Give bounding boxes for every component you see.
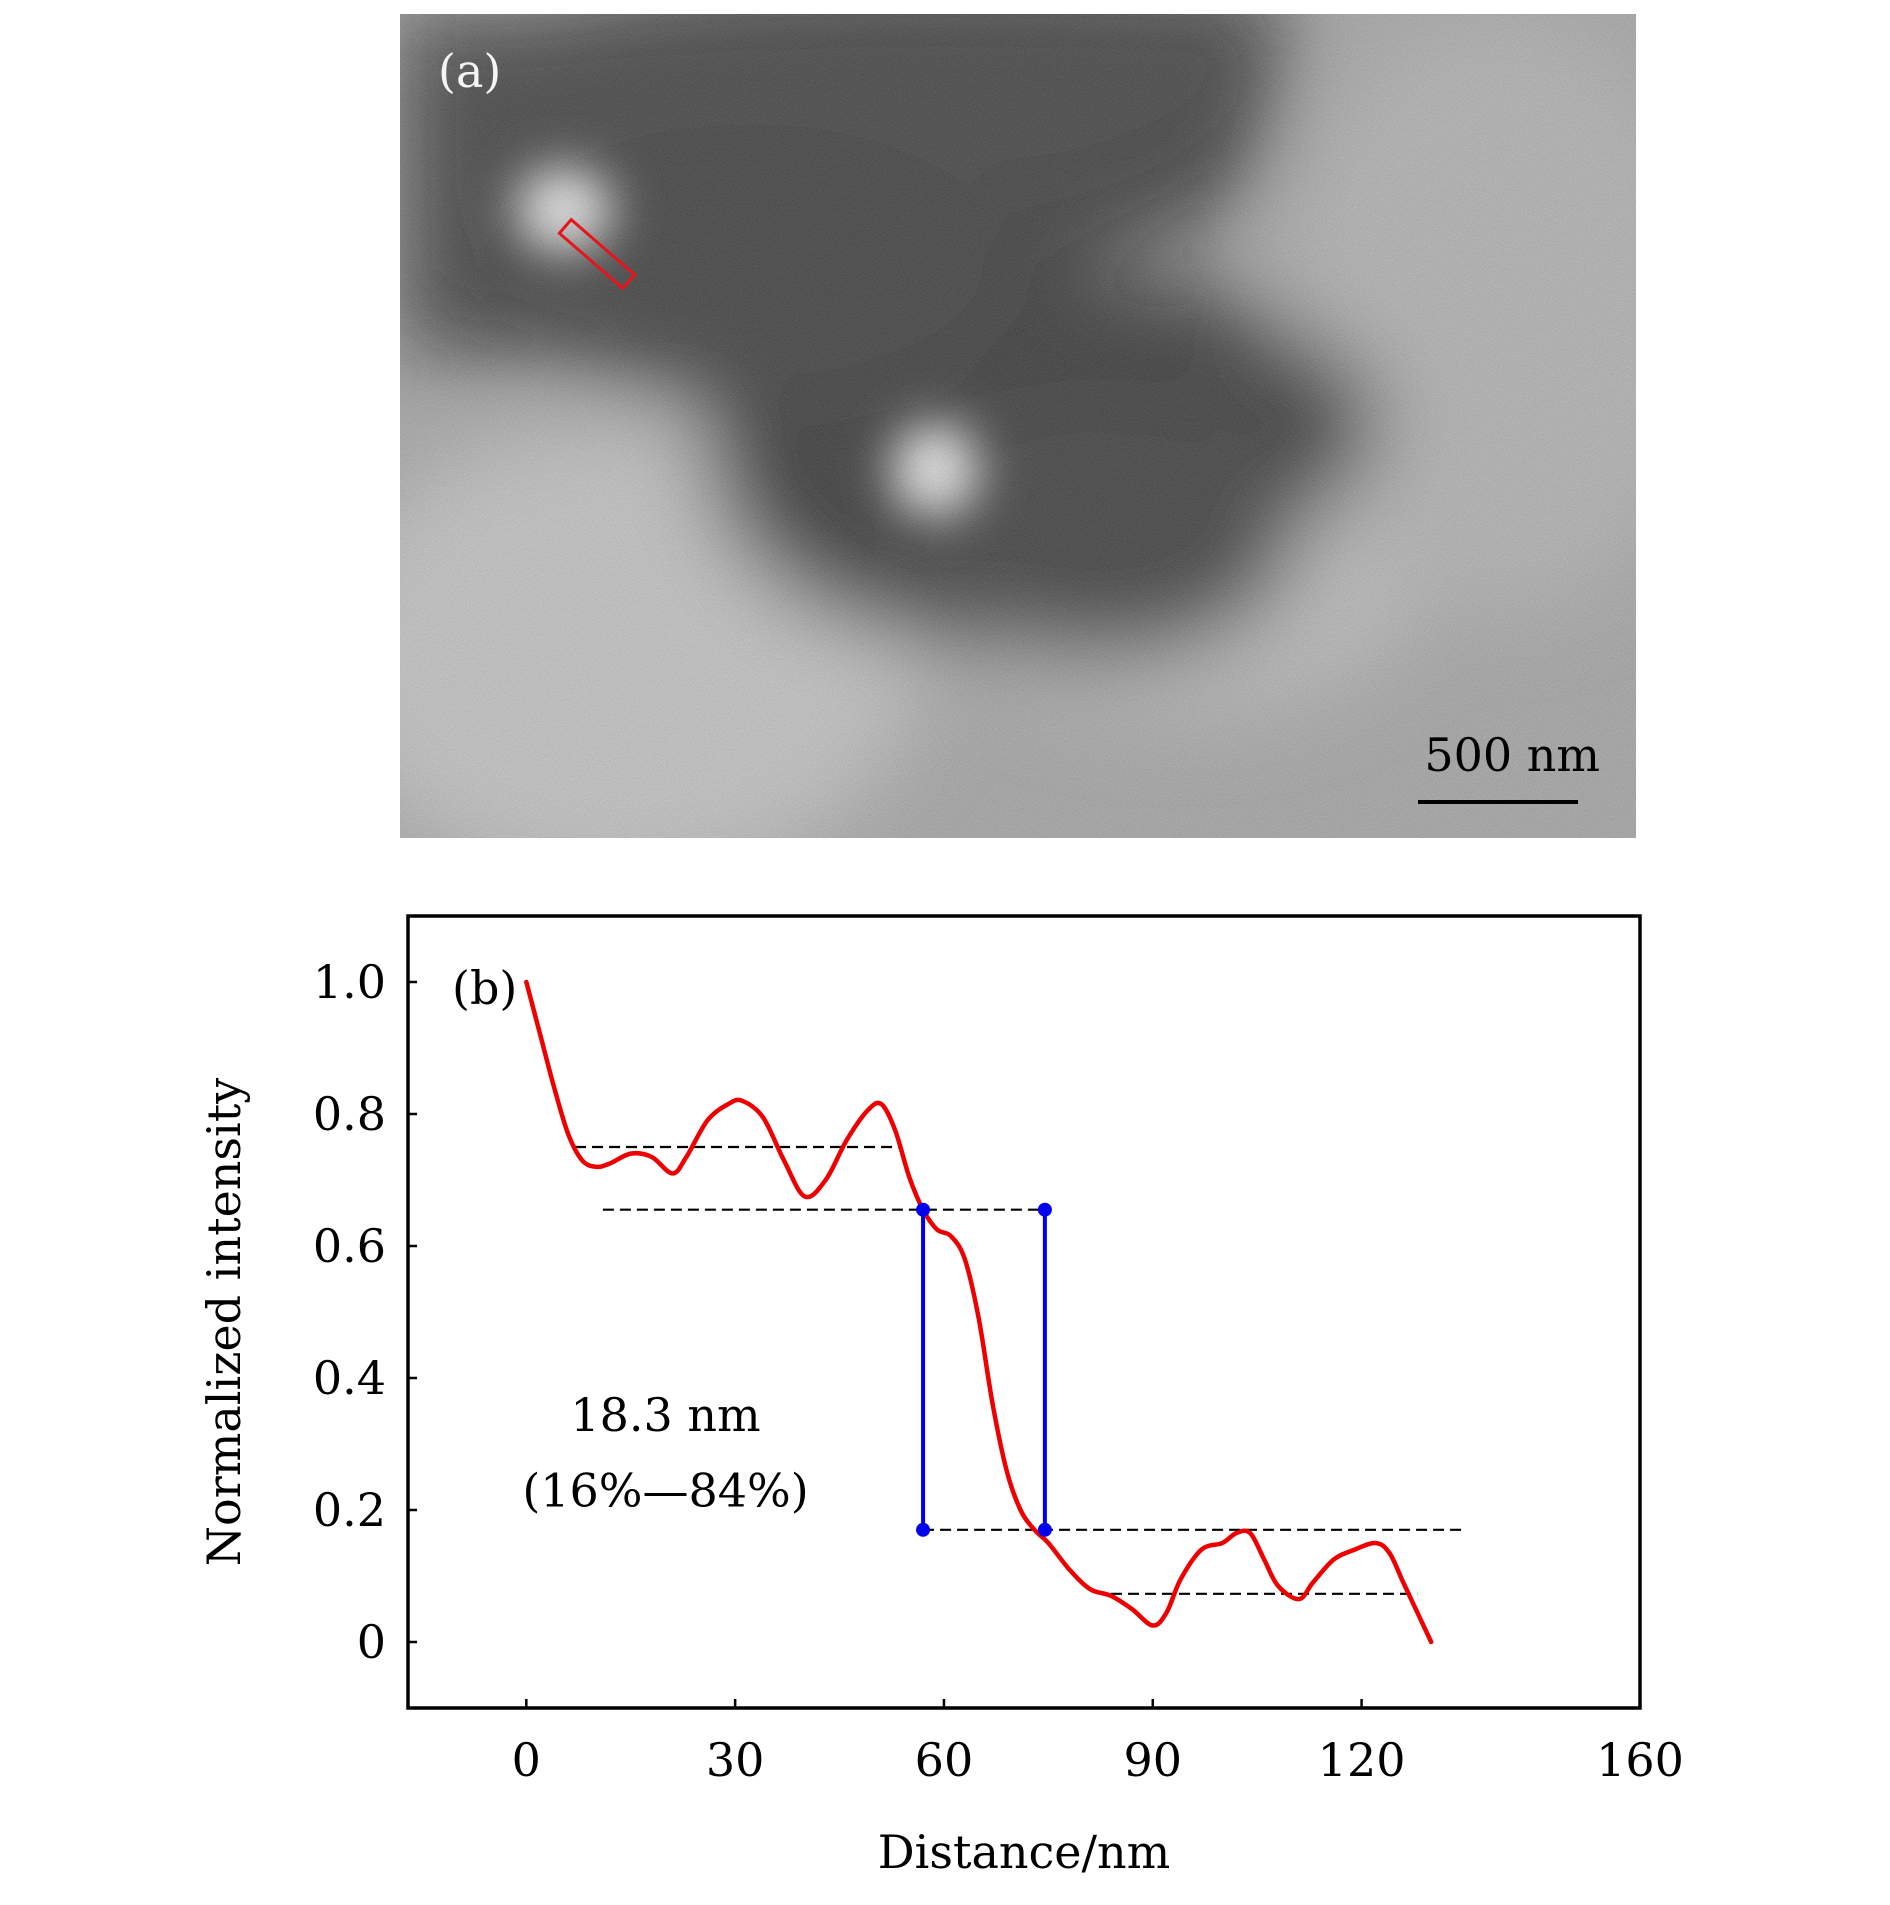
micrograph-image: [400, 14, 1636, 838]
dashed-reference-lines: [575, 1145, 1466, 1595]
y-axis-ticks: 0 0.2 0.4 0.6 0.8 1.0: [313, 955, 417, 1669]
width-marker-dot: [1037, 1522, 1052, 1537]
roi-rectangle: [557, 217, 637, 291]
y-tick-label: 0.8: [313, 1087, 386, 1141]
x-tick-label: 0: [512, 1733, 541, 1787]
x-axis-ticks: 0 30 60 90 120 160: [512, 1699, 1684, 1787]
y-axis-label: Normalized intensity: [197, 1078, 251, 1566]
plot-frame: [406, 914, 1642, 1710]
x-tick-label: 60: [915, 1733, 974, 1787]
intensity-profile-chart: 0 30 60 90 120 160 0 0.2 0.4 0.6 0.8 1.0 (b) 18.3 …: [197, 914, 1684, 1879]
sem-micrograph-panel: (a) 500 nm: [400, 14, 1636, 838]
y-tick-label: 0: [357, 1615, 386, 1669]
series-line: [524, 979, 1434, 1645]
panel-a-label: (a): [438, 44, 502, 98]
y-tick-label: 1.0: [313, 955, 386, 1009]
width-marker-dot: [1037, 1202, 1052, 1217]
scale-bar-label: 500 nm: [1424, 728, 1600, 782]
annotation-range: (16%—84%): [522, 1464, 808, 1518]
width-marker-dot: [916, 1202, 931, 1217]
scale-bar: [1418, 800, 1578, 804]
y-tick-label: 0.6: [313, 1219, 386, 1273]
width-marker-dot: [916, 1522, 931, 1537]
x-tick-label: 90: [1123, 1733, 1182, 1787]
annotation-width: 18.3 nm: [570, 1388, 760, 1442]
y-tick-label: 0.4: [313, 1351, 386, 1405]
x-axis-label: Distance/nm: [878, 1825, 1170, 1879]
panel-b-label: (b): [452, 961, 517, 1015]
x-tick-label: 30: [706, 1733, 765, 1787]
x-tick-label: 120: [1318, 1733, 1406, 1787]
y-tick-label: 0.2: [313, 1483, 386, 1537]
x-tick-label: 160: [1596, 1733, 1684, 1787]
width-markers: [916, 1202, 1052, 1537]
